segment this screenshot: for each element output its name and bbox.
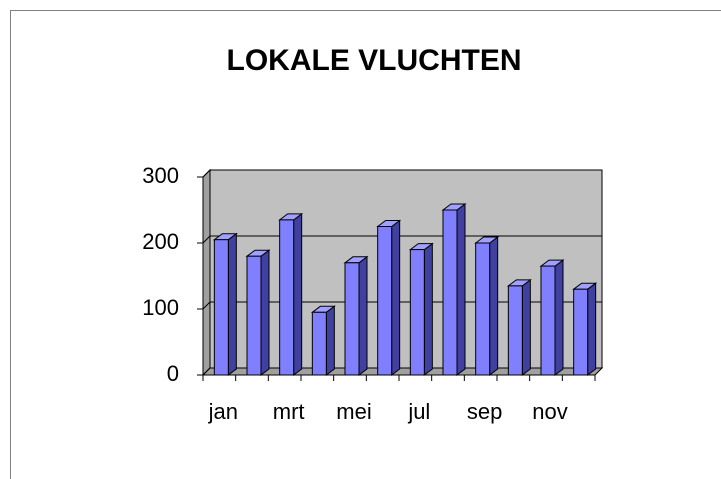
bar-side (423, 242, 433, 376)
bar-side (587, 282, 597, 376)
bar (573, 288, 589, 376)
bar (213, 239, 229, 376)
bar (475, 242, 491, 376)
bar-side (325, 305, 335, 376)
bar (540, 265, 556, 376)
bar (311, 311, 327, 376)
y-tick-label: 300 (142, 163, 179, 188)
bar-side (456, 203, 466, 376)
back-wall (209, 169, 603, 369)
side-wall (202, 168, 211, 377)
bar-side (521, 278, 531, 376)
grid-line (202, 235, 602, 244)
x-tick-label: jul (407, 399, 430, 424)
chart-title: LOKALE VLUCHTEN (227, 44, 522, 77)
bar-side (391, 219, 401, 376)
bar (344, 262, 360, 376)
bar-side (554, 259, 564, 376)
grid-line (202, 367, 602, 376)
bar-side (489, 236, 499, 376)
x-tick-label: mrt (273, 399, 305, 424)
x-tick-label: nov (532, 399, 567, 424)
bar (279, 219, 295, 376)
bar (507, 285, 523, 376)
bar-side (227, 232, 237, 376)
y-tick-label: 200 (142, 229, 179, 254)
bar (442, 209, 458, 376)
y-tick-label: 0 (167, 361, 179, 386)
bar-side (293, 212, 303, 376)
bar-side (260, 249, 270, 376)
bar (246, 255, 262, 376)
y-tick-label: 100 (142, 295, 179, 320)
x-tick-label: mei (336, 399, 371, 424)
bar (409, 249, 425, 376)
grid-line (202, 301, 602, 310)
x-tick-label: sep (467, 399, 502, 424)
grid-line (202, 169, 602, 178)
bar (377, 226, 393, 376)
bar-side (358, 255, 368, 376)
x-tick-label: jan (208, 399, 238, 424)
